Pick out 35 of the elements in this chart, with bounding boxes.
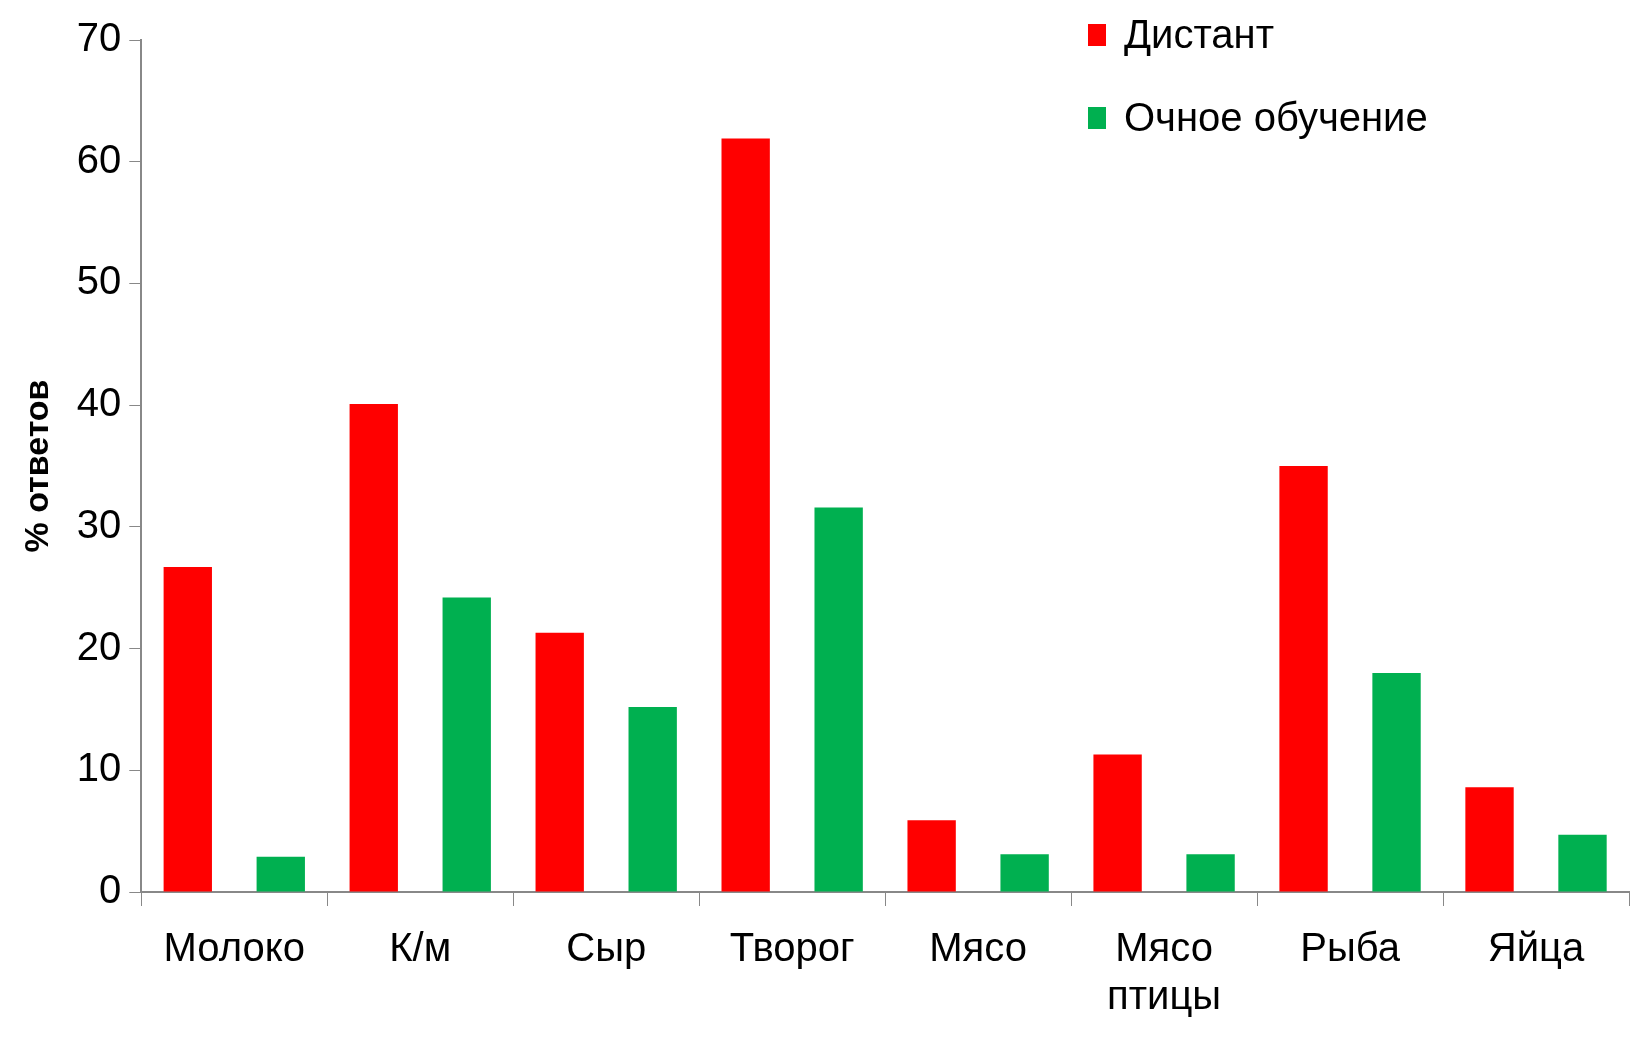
bar — [907, 820, 956, 892]
x-tick-label: Сыр — [566, 925, 647, 970]
x-tick-label: Мясо птицы — [1107, 925, 1222, 1018]
x-tick-label: Яйца — [1487, 925, 1585, 970]
x-tick-label: Молоко — [163, 925, 305, 970]
bar — [349, 403, 398, 892]
bar — [163, 567, 212, 892]
x-tick-label: Творог — [729, 925, 855, 970]
y-tick-label: 70 — [76, 15, 122, 60]
y-tick-label: 60 — [76, 136, 122, 181]
y-tick-label: 0 — [99, 867, 122, 912]
x-tick-label: К/м — [389, 925, 452, 970]
bar — [1558, 834, 1607, 892]
bar — [628, 706, 677, 892]
bar — [1000, 854, 1049, 892]
bar — [814, 507, 863, 892]
legend-label: Дистант — [1124, 12, 1274, 57]
bar — [256, 856, 305, 892]
x-tick-label: Мясо — [929, 925, 1027, 970]
bar — [1093, 754, 1142, 892]
legend-label: Очное обучение — [1124, 95, 1428, 140]
bar — [1186, 854, 1235, 892]
x-tick-label: Рыба — [1300, 925, 1401, 970]
y-tick-label: 20 — [76, 623, 122, 668]
bar — [1372, 672, 1421, 892]
y-tick-label: 50 — [76, 258, 122, 303]
bar — [535, 632, 584, 892]
bar — [721, 138, 770, 892]
bar — [1465, 787, 1514, 892]
y-axis-title: % ответов — [16, 379, 55, 553]
y-tick-label: 30 — [76, 501, 122, 546]
bar — [1279, 466, 1328, 892]
bar — [442, 597, 491, 892]
y-tick-label: 40 — [76, 380, 122, 425]
y-tick-label: 10 — [76, 745, 122, 790]
